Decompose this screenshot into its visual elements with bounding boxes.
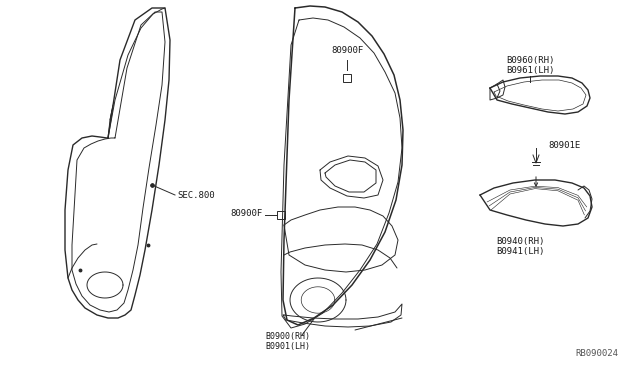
Text: RB090024: RB090024 <box>575 349 618 358</box>
Text: 80901E: 80901E <box>548 141 580 150</box>
Text: B0961(LH): B0961(LH) <box>506 66 554 75</box>
Text: B0940(RH): B0940(RH) <box>496 237 544 246</box>
Text: 80900F: 80900F <box>231 208 263 218</box>
Bar <box>277 211 285 219</box>
Text: B0941(LH): B0941(LH) <box>496 247 544 256</box>
Text: 80900F: 80900F <box>331 46 363 55</box>
Text: B0900(RH): B0900(RH) <box>265 333 310 341</box>
Text: B0960(RH): B0960(RH) <box>506 56 554 65</box>
Text: B0901(LH): B0901(LH) <box>265 343 310 352</box>
Bar <box>343 74 351 82</box>
Text: SEC.800: SEC.800 <box>177 190 214 199</box>
